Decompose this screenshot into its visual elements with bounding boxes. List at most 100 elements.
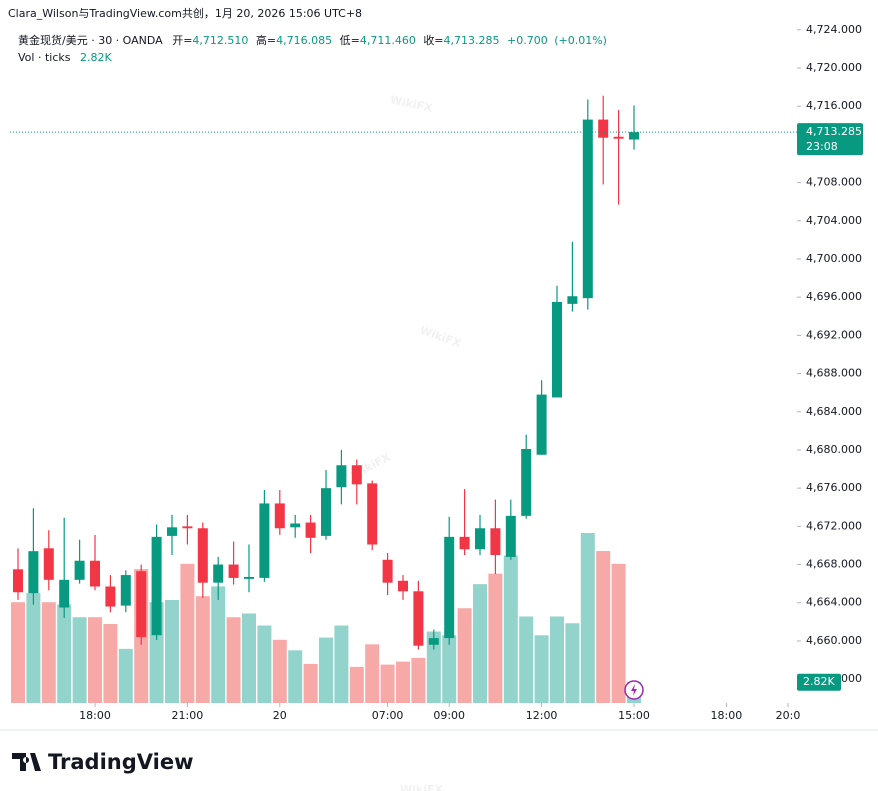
candle-body — [290, 523, 301, 528]
symbol-legend: 黄金现货/美元 · 30 · OANDA 开=4,712.510 高=4,716… — [18, 33, 607, 47]
volume-value: 2.82K — [80, 51, 112, 64]
candle-body — [521, 449, 532, 516]
candle-body — [444, 536, 455, 639]
volume-bar — [411, 657, 426, 703]
x-tick-label: 18:00 — [79, 709, 111, 722]
change: +0.700 — [507, 34, 548, 47]
y-tick-label: 4,688.000 — [806, 367, 862, 380]
last-price-label: 4,713.285 — [806, 125, 862, 138]
watermark: WikiFX — [400, 783, 444, 791]
candle-body — [367, 483, 378, 545]
volume-bar — [211, 586, 226, 703]
candle-body — [213, 564, 224, 583]
volume-bar — [88, 617, 102, 703]
volume-bar — [442, 635, 457, 703]
logo-mark — [12, 753, 41, 771]
y-tick-label: 4,668.000 — [806, 558, 862, 571]
candle-body — [151, 536, 162, 636]
x-tick-label: 07:00 — [372, 709, 404, 722]
chart-title: Clara_Wilson与TradingView.com共创，1月 20, 20… — [8, 7, 362, 20]
high-value: 4,716.085 — [276, 34, 332, 47]
candle-body — [182, 526, 193, 529]
y-tick-label: 4,660.000 — [806, 634, 862, 647]
volume-bar — [195, 596, 210, 703]
candle-body — [490, 528, 501, 555]
alert-icon-bolt — [631, 684, 637, 696]
candle-body — [475, 528, 485, 550]
candle-body — [90, 560, 100, 587]
volume-bar — [611, 563, 626, 703]
candle-body — [28, 551, 39, 594]
volume-badge-label: 2.82K — [803, 675, 835, 688]
volume-bar — [550, 616, 564, 703]
volume-badge — [797, 673, 841, 691]
volume-bar — [503, 555, 518, 703]
candle-body — [120, 575, 131, 606]
candle-body — [428, 638, 439, 645]
candle-body — [459, 536, 470, 550]
x-tick-label: 18:00 — [711, 709, 743, 722]
candle-body — [228, 564, 239, 578]
low-label: 低= — [340, 34, 360, 47]
candle-body — [351, 465, 362, 485]
volume-name: Vol · ticks — [18, 51, 71, 64]
volume-bar — [519, 616, 534, 703]
x-tick-label: 09:00 — [433, 709, 465, 722]
candle-body — [582, 119, 593, 299]
volume-bar — [580, 533, 595, 703]
y-tick-label: 4,708.000 — [806, 176, 862, 189]
last-price-badge — [797, 123, 863, 156]
candle-body — [59, 579, 70, 608]
y-tick-label: 4,720.000 — [806, 61, 862, 74]
candle-body — [74, 560, 85, 580]
volume-bar — [319, 637, 333, 703]
open-value: 4,712.510 — [192, 34, 248, 47]
volume-bar — [365, 644, 380, 703]
volume-bar — [242, 613, 256, 703]
volume-bar — [57, 604, 72, 703]
change-pct: (+0.01%) — [554, 34, 607, 47]
symbol: 黄金现货/美元 · 30 · OANDA — [18, 33, 163, 47]
candle-body — [382, 559, 393, 583]
y-tick-label: 4,724.000 — [806, 23, 862, 36]
candle-body — [321, 488, 331, 536]
y-tick-label: 4,700.000 — [806, 252, 862, 265]
candle-body — [629, 132, 639, 140]
y-tick-label: 4,684.000 — [806, 405, 862, 418]
candle-body — [136, 571, 147, 638]
candle-body — [244, 576, 254, 579]
high-label: 高= — [256, 33, 276, 47]
candle-body — [552, 301, 562, 398]
volume-bar — [473, 584, 487, 703]
volume-bar — [457, 608, 472, 703]
logo: TradingView — [12, 750, 193, 774]
close-label: 收= — [423, 33, 443, 47]
open-label: 开= — [172, 34, 192, 47]
volume-bar — [303, 663, 318, 703]
close-value: 4,713.285 — [444, 34, 500, 47]
y-tick-label: 4,692.000 — [806, 328, 862, 341]
volume-bar — [488, 573, 503, 703]
volume-bar — [534, 635, 549, 703]
volume-bar — [180, 563, 195, 703]
x-tick-label: 20 — [273, 709, 287, 722]
candle-body — [43, 548, 54, 580]
volume-bar — [396, 661, 410, 703]
volume-bar — [349, 666, 364, 703]
countdown: 23:08 — [806, 140, 838, 153]
y-tick-label: 4,676.000 — [806, 481, 862, 494]
candle-body — [197, 528, 208, 583]
candle-body — [336, 465, 347, 488]
volume-bar — [41, 602, 56, 703]
volume-legend: Vol · ticks 2.82K — [18, 51, 112, 64]
plot: 4,656.0004,660.0004,664.0004,668.0004,67… — [10, 23, 863, 722]
y-tick-label: 4,672.000 — [806, 519, 862, 532]
volume-bar — [165, 599, 179, 703]
volume-bar — [118, 648, 133, 703]
candle-body — [13, 569, 23, 593]
y-tick-label: 4,704.000 — [806, 214, 862, 227]
x-tick-label: 12:00 — [526, 709, 558, 722]
volume-bar — [103, 624, 118, 703]
candle-body — [567, 296, 578, 304]
